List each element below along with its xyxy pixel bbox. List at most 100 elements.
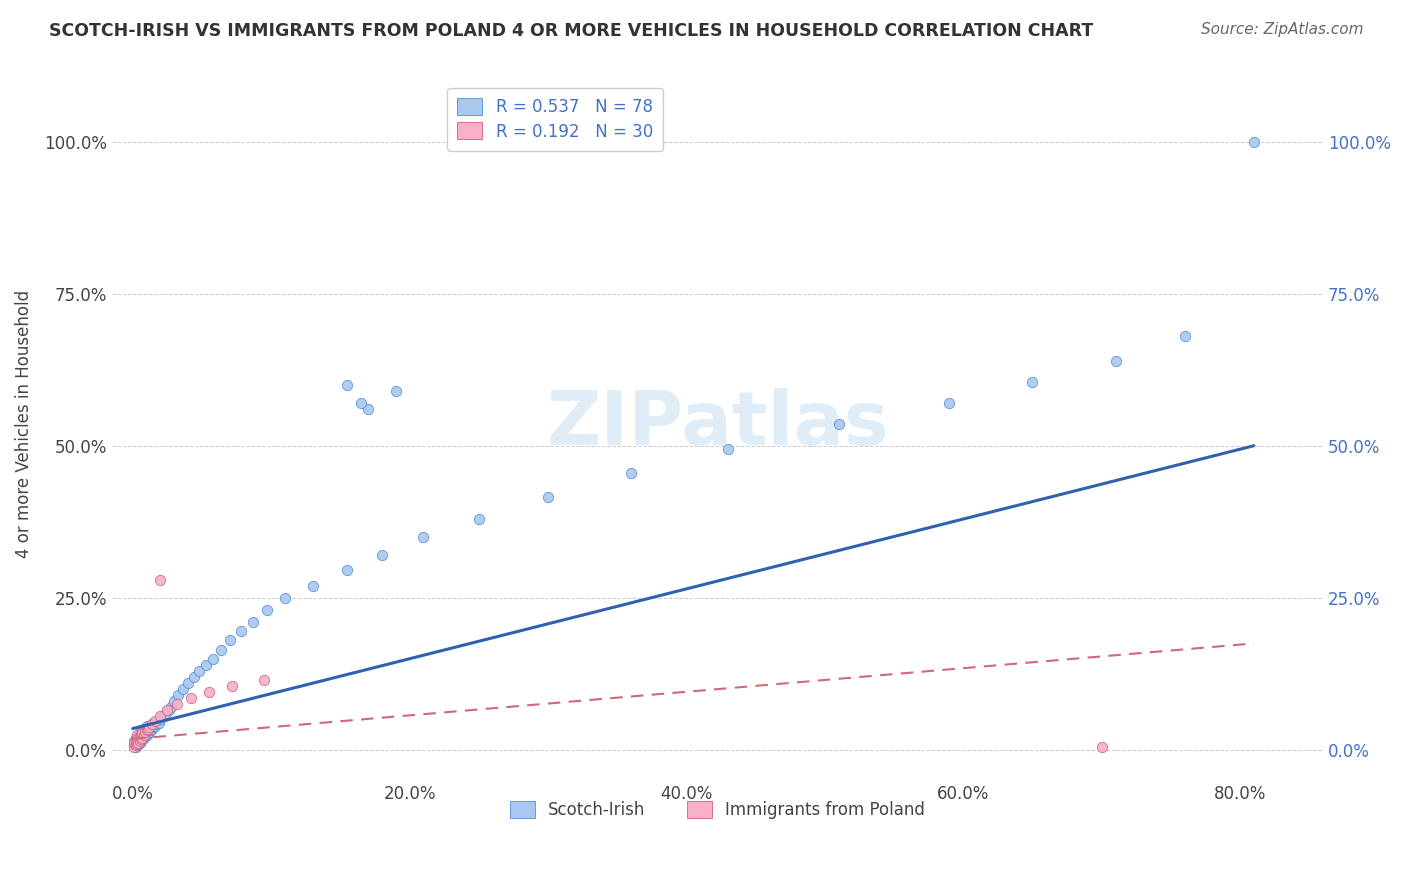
Point <box>1174 329 1197 343</box>
Point <box>136 726 159 740</box>
Point <box>537 491 560 505</box>
Point <box>336 377 359 392</box>
Point <box>122 735 145 749</box>
Point <box>256 603 278 617</box>
Point <box>717 442 740 456</box>
Point <box>136 722 159 736</box>
Point <box>129 724 152 739</box>
Point <box>1104 353 1126 368</box>
Point <box>128 726 150 740</box>
Point <box>350 396 373 410</box>
Point <box>253 673 276 687</box>
Point <box>468 512 491 526</box>
Point <box>124 739 146 754</box>
Point <box>242 615 264 629</box>
Y-axis label: 4 or more Vehicles in Household: 4 or more Vehicles in Household <box>15 291 32 558</box>
Point <box>148 715 170 730</box>
Point <box>131 731 153 745</box>
Point <box>274 591 297 605</box>
Point <box>132 731 155 745</box>
Point <box>124 735 146 749</box>
Point <box>134 724 156 739</box>
Point <box>198 685 221 699</box>
Point <box>124 738 146 752</box>
Point <box>129 733 152 747</box>
Point <box>128 730 150 744</box>
Point <box>143 714 166 728</box>
Text: Source: ZipAtlas.com: Source: ZipAtlas.com <box>1201 22 1364 37</box>
Point <box>138 720 160 734</box>
Point <box>134 730 156 744</box>
Point <box>136 722 159 736</box>
Point <box>152 709 174 723</box>
Point <box>135 723 157 738</box>
Point <box>127 728 149 742</box>
Point <box>132 728 155 742</box>
Text: ZIPatlas: ZIPatlas <box>547 388 889 461</box>
Point <box>229 624 252 639</box>
Point <box>149 713 172 727</box>
Point <box>195 657 218 672</box>
Point <box>142 720 165 734</box>
Point <box>125 731 148 746</box>
Point <box>125 733 148 747</box>
Point <box>131 731 153 746</box>
Point <box>131 728 153 742</box>
Point <box>357 402 380 417</box>
Legend: Scotch-Irish, Immigrants from Poland: Scotch-Irish, Immigrants from Poland <box>503 794 932 825</box>
Point <box>172 681 194 696</box>
Point <box>141 717 163 731</box>
Point <box>1021 375 1043 389</box>
Point <box>124 733 146 747</box>
Point <box>129 730 152 744</box>
Point <box>135 718 157 732</box>
Point <box>138 720 160 734</box>
Point <box>135 723 157 738</box>
Point <box>157 703 180 717</box>
Point <box>132 722 155 736</box>
Point <box>146 714 169 728</box>
Point <box>167 688 190 702</box>
Point <box>163 694 186 708</box>
Point <box>125 738 148 752</box>
Point <box>183 670 205 684</box>
Point <box>135 728 157 742</box>
Point <box>122 738 145 752</box>
Point <box>143 718 166 732</box>
Point <box>127 735 149 749</box>
Point <box>138 724 160 739</box>
Point <box>127 731 149 746</box>
Point <box>218 633 240 648</box>
Point <box>412 530 434 544</box>
Point <box>620 466 643 480</box>
Point <box>129 728 152 742</box>
Point <box>202 651 225 665</box>
Point <box>938 396 960 410</box>
Point <box>124 731 146 745</box>
Point <box>139 718 162 732</box>
Point <box>384 384 406 398</box>
Point <box>209 642 232 657</box>
Point <box>160 700 183 714</box>
Point <box>188 664 211 678</box>
Point <box>139 723 162 737</box>
Point <box>127 737 149 751</box>
Point <box>128 733 150 747</box>
Point <box>128 731 150 745</box>
Point <box>127 731 149 745</box>
Point <box>128 735 150 749</box>
Point <box>122 739 145 754</box>
Point <box>122 733 145 747</box>
Point <box>827 417 849 432</box>
Point <box>125 730 148 744</box>
Point <box>145 716 167 731</box>
Point <box>301 579 323 593</box>
Point <box>134 724 156 739</box>
Point <box>149 573 172 587</box>
Point <box>142 715 165 730</box>
Point <box>336 563 359 577</box>
Point <box>131 723 153 738</box>
Point <box>129 731 152 746</box>
Point <box>141 722 163 736</box>
Point <box>221 679 243 693</box>
